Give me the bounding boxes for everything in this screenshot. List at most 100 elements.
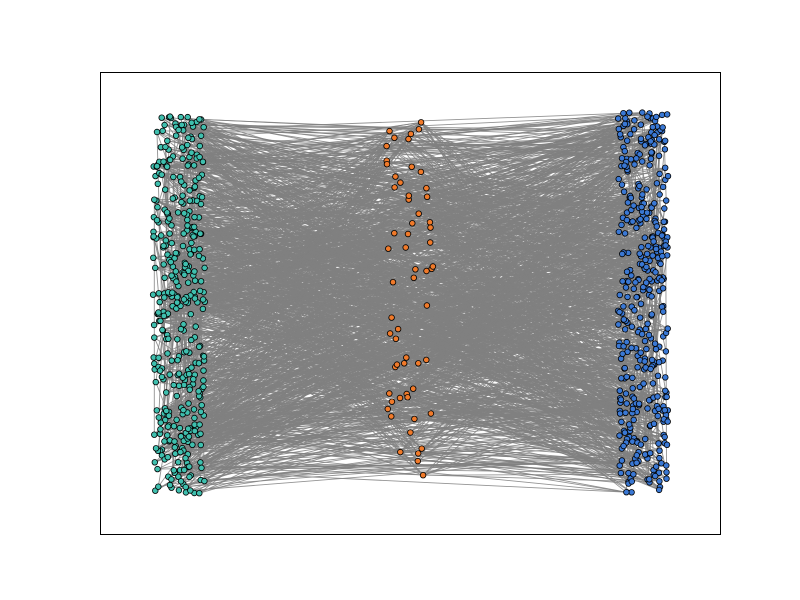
node bbox=[622, 284, 630, 291]
node bbox=[161, 186, 169, 193]
node bbox=[150, 254, 157, 261]
node bbox=[152, 378, 159, 386]
node bbox=[618, 155, 626, 162]
edge bbox=[190, 130, 390, 315]
node bbox=[185, 400, 192, 407]
node bbox=[153, 128, 161, 136]
edge bbox=[395, 366, 636, 460]
node bbox=[656, 170, 663, 178]
node bbox=[633, 294, 640, 301]
node bbox=[629, 438, 636, 445]
node bbox=[641, 358, 648, 365]
node bbox=[197, 441, 204, 449]
edge bbox=[183, 323, 415, 420]
node bbox=[197, 200, 205, 208]
node bbox=[662, 348, 670, 355]
node bbox=[177, 448, 184, 456]
node bbox=[618, 457, 626, 464]
node bbox=[176, 424, 184, 432]
edge bbox=[174, 202, 182, 442]
node bbox=[418, 445, 425, 452]
node bbox=[198, 464, 205, 472]
node bbox=[652, 346, 660, 353]
node bbox=[663, 441, 671, 448]
node bbox=[621, 429, 629, 436]
node bbox=[200, 123, 207, 131]
node bbox=[635, 400, 643, 407]
node bbox=[184, 425, 192, 432]
node bbox=[659, 285, 667, 292]
node bbox=[197, 459, 204, 466]
edge bbox=[152, 294, 415, 420]
node bbox=[643, 263, 650, 271]
edge bbox=[192, 226, 406, 248]
node bbox=[658, 232, 666, 239]
edge bbox=[161, 117, 415, 279]
node bbox=[660, 218, 667, 225]
node bbox=[166, 113, 174, 120]
edge bbox=[412, 116, 657, 224]
node bbox=[646, 286, 653, 293]
edge bbox=[163, 130, 390, 265]
node bbox=[616, 387, 623, 394]
node bbox=[639, 158, 646, 165]
node bbox=[621, 364, 628, 372]
node bbox=[616, 410, 624, 417]
edge bbox=[414, 159, 632, 420]
edge bbox=[187, 160, 387, 227]
node bbox=[158, 171, 165, 178]
node bbox=[637, 441, 644, 448]
node bbox=[643, 209, 651, 216]
node bbox=[656, 454, 663, 462]
node bbox=[199, 296, 207, 303]
node bbox=[151, 459, 158, 466]
edge bbox=[429, 212, 648, 223]
node bbox=[642, 325, 649, 333]
node bbox=[164, 350, 171, 357]
node bbox=[157, 317, 164, 325]
node bbox=[427, 239, 434, 246]
node bbox=[151, 334, 158, 341]
node bbox=[616, 291, 623, 299]
node bbox=[649, 380, 657, 387]
edge bbox=[426, 187, 651, 401]
node bbox=[182, 455, 189, 462]
edge bbox=[203, 248, 389, 388]
node bbox=[180, 230, 187, 237]
node bbox=[404, 394, 411, 401]
node bbox=[648, 356, 656, 364]
node bbox=[647, 155, 655, 162]
node bbox=[633, 224, 640, 232]
node bbox=[177, 113, 184, 121]
node bbox=[627, 194, 635, 202]
node bbox=[621, 162, 628, 169]
node bbox=[170, 173, 177, 181]
edge bbox=[411, 166, 626, 414]
node bbox=[178, 121, 185, 129]
edge bbox=[394, 137, 623, 159]
node bbox=[385, 245, 392, 252]
edge bbox=[394, 207, 640, 234]
node bbox=[186, 473, 193, 481]
node bbox=[661, 205, 668, 212]
node bbox=[164, 432, 171, 439]
node bbox=[639, 109, 646, 116]
node bbox=[662, 242, 669, 249]
node bbox=[391, 229, 398, 237]
edge bbox=[162, 130, 411, 135]
node bbox=[631, 161, 638, 168]
node bbox=[168, 476, 175, 483]
node bbox=[615, 321, 622, 328]
node bbox=[630, 202, 637, 209]
edge bbox=[400, 182, 660, 474]
node bbox=[388, 314, 395, 321]
node bbox=[179, 242, 187, 250]
edge bbox=[168, 149, 654, 399]
node bbox=[653, 113, 660, 121]
node bbox=[196, 245, 203, 253]
node bbox=[184, 141, 191, 149]
node bbox=[153, 216, 161, 224]
node bbox=[651, 200, 658, 207]
edge bbox=[200, 408, 388, 481]
edge bbox=[167, 145, 387, 215]
